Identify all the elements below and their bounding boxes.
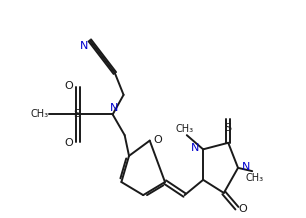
Text: CH₃: CH₃ bbox=[176, 124, 194, 134]
Text: N: N bbox=[241, 162, 250, 172]
Text: O: O bbox=[65, 81, 73, 91]
Text: N: N bbox=[191, 143, 200, 153]
Text: S: S bbox=[225, 123, 232, 133]
Text: O: O bbox=[65, 138, 73, 148]
Text: S: S bbox=[73, 109, 80, 119]
Text: O: O bbox=[238, 204, 247, 214]
Text: CH₃: CH₃ bbox=[30, 109, 48, 119]
Text: O: O bbox=[153, 135, 162, 145]
Text: N: N bbox=[110, 103, 118, 113]
Text: N: N bbox=[80, 41, 88, 51]
Text: CH₃: CH₃ bbox=[245, 173, 263, 183]
